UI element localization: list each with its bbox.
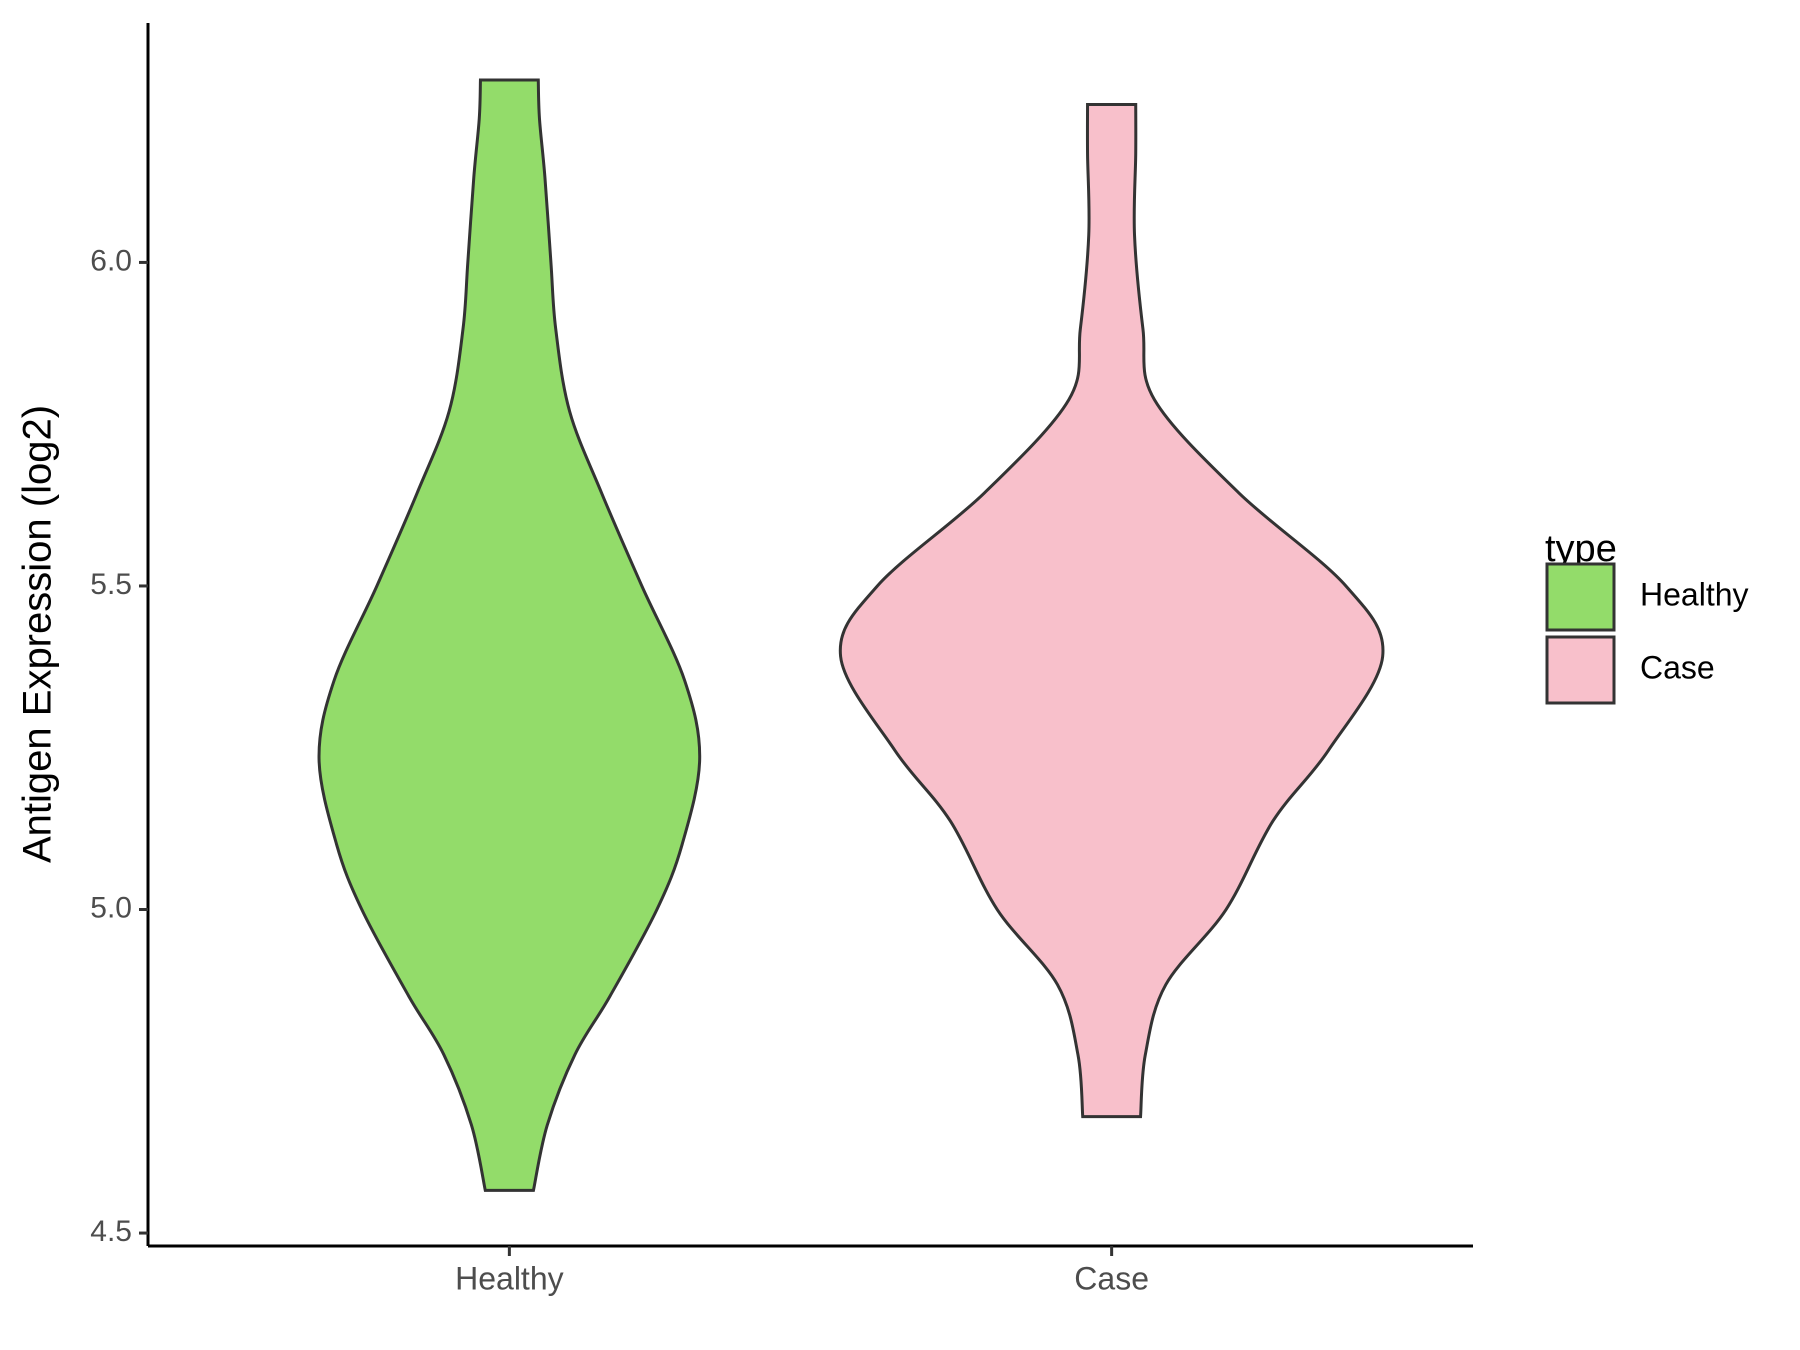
violin: [838, 103, 1385, 1119]
legend-label: Case: [1640, 649, 1715, 685]
violin: [317, 78, 702, 1192]
y-axis-title: Antigen Expression (log2): [16, 405, 60, 863]
legend-label: Healthy: [1640, 576, 1749, 612]
y-tick-label: 6.0: [90, 244, 132, 277]
x-tick-label: Case: [1074, 1260, 1149, 1296]
y-tick-label: 4.5: [90, 1215, 132, 1248]
y-tick-label: 5.5: [90, 568, 132, 601]
y-tick-label: 5.0: [90, 891, 132, 924]
legend-swatch: [1545, 562, 1616, 632]
legend-swatch: [1545, 635, 1616, 705]
x-tick-label: Healthy: [455, 1260, 564, 1296]
